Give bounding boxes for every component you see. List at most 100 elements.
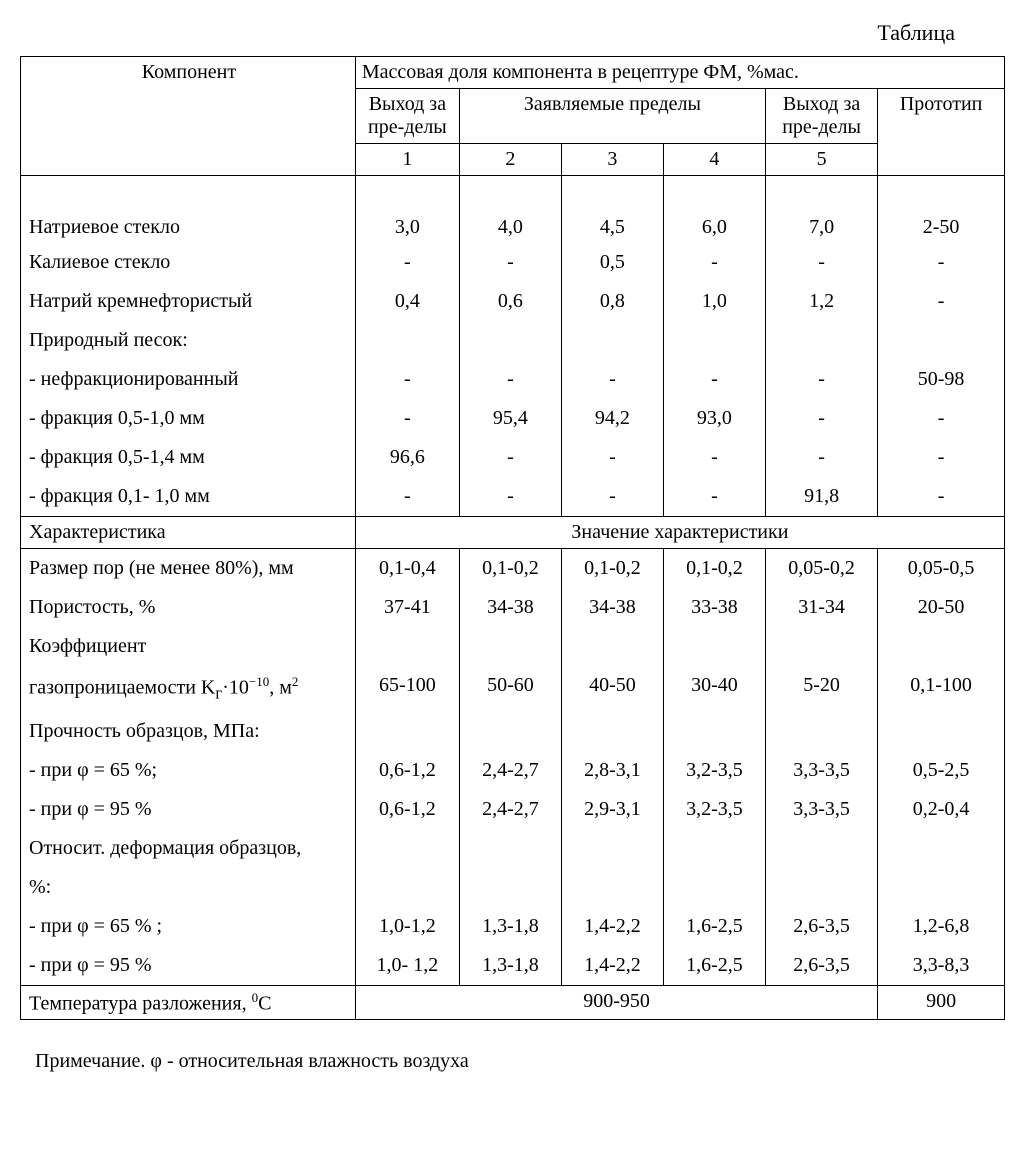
cell-proto: 2-50 (878, 176, 1005, 244)
cell-v1: 65-100 (355, 666, 459, 712)
header-out-of-range-1: Выход за пре-делы (355, 89, 459, 144)
cell-v1: 37-41 (355, 588, 459, 627)
table-title: Таблица (15, 20, 1010, 46)
cell-v4: - (663, 243, 765, 282)
row-natural-sand: Природный песок: (21, 321, 1005, 360)
cell-v5: 7,0 (765, 176, 877, 244)
header-out-of-range-2: Выход за пре-делы (765, 89, 877, 144)
cell-v3: - (561, 477, 663, 517)
cell-v5: 2,6-3,5 (765, 946, 877, 986)
cell-label: %: (21, 868, 356, 907)
cell-v1: 0,1-0,4 (355, 549, 459, 589)
row-sodium-glass: Натриевое стекло 3,0 4,0 4,5 6,0 7,0 2-5… (21, 176, 1005, 244)
header-mass-fraction: Массовая доля компонента в рецептуре ФМ,… (355, 57, 1004, 89)
cell-v3: 2,8-3,1 (561, 751, 663, 790)
cell-proto: 1,2-6,8 (878, 907, 1005, 946)
cell-v1: 1,0-1,2 (355, 907, 459, 946)
cell-v5: 1,2 (765, 282, 877, 321)
cell-v3: 0,5 (561, 243, 663, 282)
header-claimed-limits: Заявляемые пределы (459, 89, 765, 144)
cell-v1: - (355, 399, 459, 438)
cell-v3: 1,4-2,2 (561, 946, 663, 986)
cell-v5: 91,8 (765, 477, 877, 517)
cell-v3: 94,2 (561, 399, 663, 438)
cell-proto: 0,1-100 (878, 666, 1005, 712)
cell-v3: 2,9-3,1 (561, 790, 663, 829)
cell-proto: 900 (878, 985, 1005, 1020)
cell-v2: 2,4-2,7 (459, 790, 561, 829)
cell-proto: - (878, 282, 1005, 321)
cell-v2: 50-60 (459, 666, 561, 712)
cell-v3: 34-38 (561, 588, 663, 627)
row-fraction-01-10: - фракция 0,1- 1,0 мм - - - - 91,8 - (21, 477, 1005, 517)
cell-label: Природный песок: (21, 321, 356, 360)
cell-label: - фракция 0,5-1,4 мм (21, 438, 356, 477)
row-fraction-05-10: - фракция 0,5-1,0 мм - 95,4 94,2 93,0 - … (21, 399, 1005, 438)
cell-label: - при φ = 65 % ; (21, 907, 356, 946)
row-characteristic-header: Характеристика Значение характеристики (21, 517, 1005, 549)
row-pore-size: Размер пор (не менее 80%), мм 0,1-0,4 0,… (21, 549, 1005, 589)
cell-v5: 3,3-3,5 (765, 790, 877, 829)
cell-v1: 96,6 (355, 438, 459, 477)
cell-proto: - (878, 399, 1005, 438)
cell-proto: 20-50 (878, 588, 1005, 627)
cell-label: - фракция 0,1- 1,0 мм (21, 477, 356, 517)
cell-v2: 34-38 (459, 588, 561, 627)
cell-v3: 1,4-2,2 (561, 907, 663, 946)
cell-label: Температура разложения, 0С (21, 985, 356, 1020)
cell-label: - нефракционированный (21, 360, 356, 399)
cell-proto: 0,2-0,4 (878, 790, 1005, 829)
cell-v5: 5-20 (765, 666, 877, 712)
cell-label: Пористость, % (21, 588, 356, 627)
row-potassium-glass: Калиевое стекло - - 0,5 - - - (21, 243, 1005, 282)
row-coefficient-label: Коэффициент (21, 627, 1005, 666)
cell-v4: 3,2-3,5 (663, 751, 765, 790)
row-gas-permeability: газопроницаемости Kг·10−10, м2 65-100 50… (21, 666, 1005, 712)
header-characteristic-value: Значение характеристики (355, 517, 1004, 549)
cell-v4: 0,1-0,2 (663, 549, 765, 589)
row-unfractioned: - нефракционированный - - - - - 50-98 (21, 360, 1005, 399)
cell-v4: 6,0 (663, 176, 765, 244)
cell-v5: 3,3-3,5 (765, 751, 877, 790)
cell-v2: - (459, 438, 561, 477)
cell-proto: 3,3-8,3 (878, 946, 1005, 986)
row-deformation-65: - при φ = 65 % ; 1,0-1,2 1,3-1,8 1,4-2,2… (21, 907, 1005, 946)
row-porosity: Пористость, % 37-41 34-38 34-38 33-38 31… (21, 588, 1005, 627)
cell-v4: 30-40 (663, 666, 765, 712)
row-decomposition-temp: Температура разложения, 0С 900-950 900 (21, 985, 1005, 1020)
cell-v1: 0,4 (355, 282, 459, 321)
cell-v5: - (765, 438, 877, 477)
row-deformation-label: Относит. деформация образцов, (21, 829, 1005, 868)
cell-proto: 50-98 (878, 360, 1005, 399)
row-strength-label: Прочность образцов, МПа: (21, 712, 1005, 751)
cell-v4: 3,2-3,5 (663, 790, 765, 829)
header-col-4: 4 (663, 144, 765, 176)
cell-v3: 0,8 (561, 282, 663, 321)
cell-v5: 0,05-0,2 (765, 549, 877, 589)
cell-v3: 0,1-0,2 (561, 549, 663, 589)
cell-proto: 0,05-0,5 (878, 549, 1005, 589)
cell-proto: 0,5-2,5 (878, 751, 1005, 790)
cell-label: - при φ = 65 %; (21, 751, 356, 790)
header-component: Компонент (21, 57, 356, 176)
cell-v4: 1,0 (663, 282, 765, 321)
cell-v1: 0,6-1,2 (355, 751, 459, 790)
header-col-2: 2 (459, 144, 561, 176)
header-col-3: 3 (561, 144, 663, 176)
cell-v3: - (561, 360, 663, 399)
cell-label: Натриевое стекло (21, 176, 356, 244)
cell-v3: 40-50 (561, 666, 663, 712)
row-sodium-fluorosilicate: Натрий кремнефтористый 0,4 0,6 0,8 1,0 1… (21, 282, 1005, 321)
cell-v4: 1,6-2,5 (663, 907, 765, 946)
cell-v2: 2,4-2,7 (459, 751, 561, 790)
cell-label: - при φ = 95 % (21, 790, 356, 829)
cell-v2: - (459, 360, 561, 399)
cell-v1: 1,0- 1,2 (355, 946, 459, 986)
row-percent-label: %: (21, 868, 1005, 907)
row-deformation-95: - при φ = 95 % 1,0- 1,2 1,3-1,8 1,4-2,2 … (21, 946, 1005, 986)
cell-v2: - (459, 477, 561, 517)
cell-v4: 1,6-2,5 (663, 946, 765, 986)
cell-v5: 2,6-3,5 (765, 907, 877, 946)
cell-label: Размер пор (не менее 80%), мм (21, 549, 356, 589)
row-fraction-05-14: - фракция 0,5-1,4 мм 96,6 - - - - - (21, 438, 1005, 477)
